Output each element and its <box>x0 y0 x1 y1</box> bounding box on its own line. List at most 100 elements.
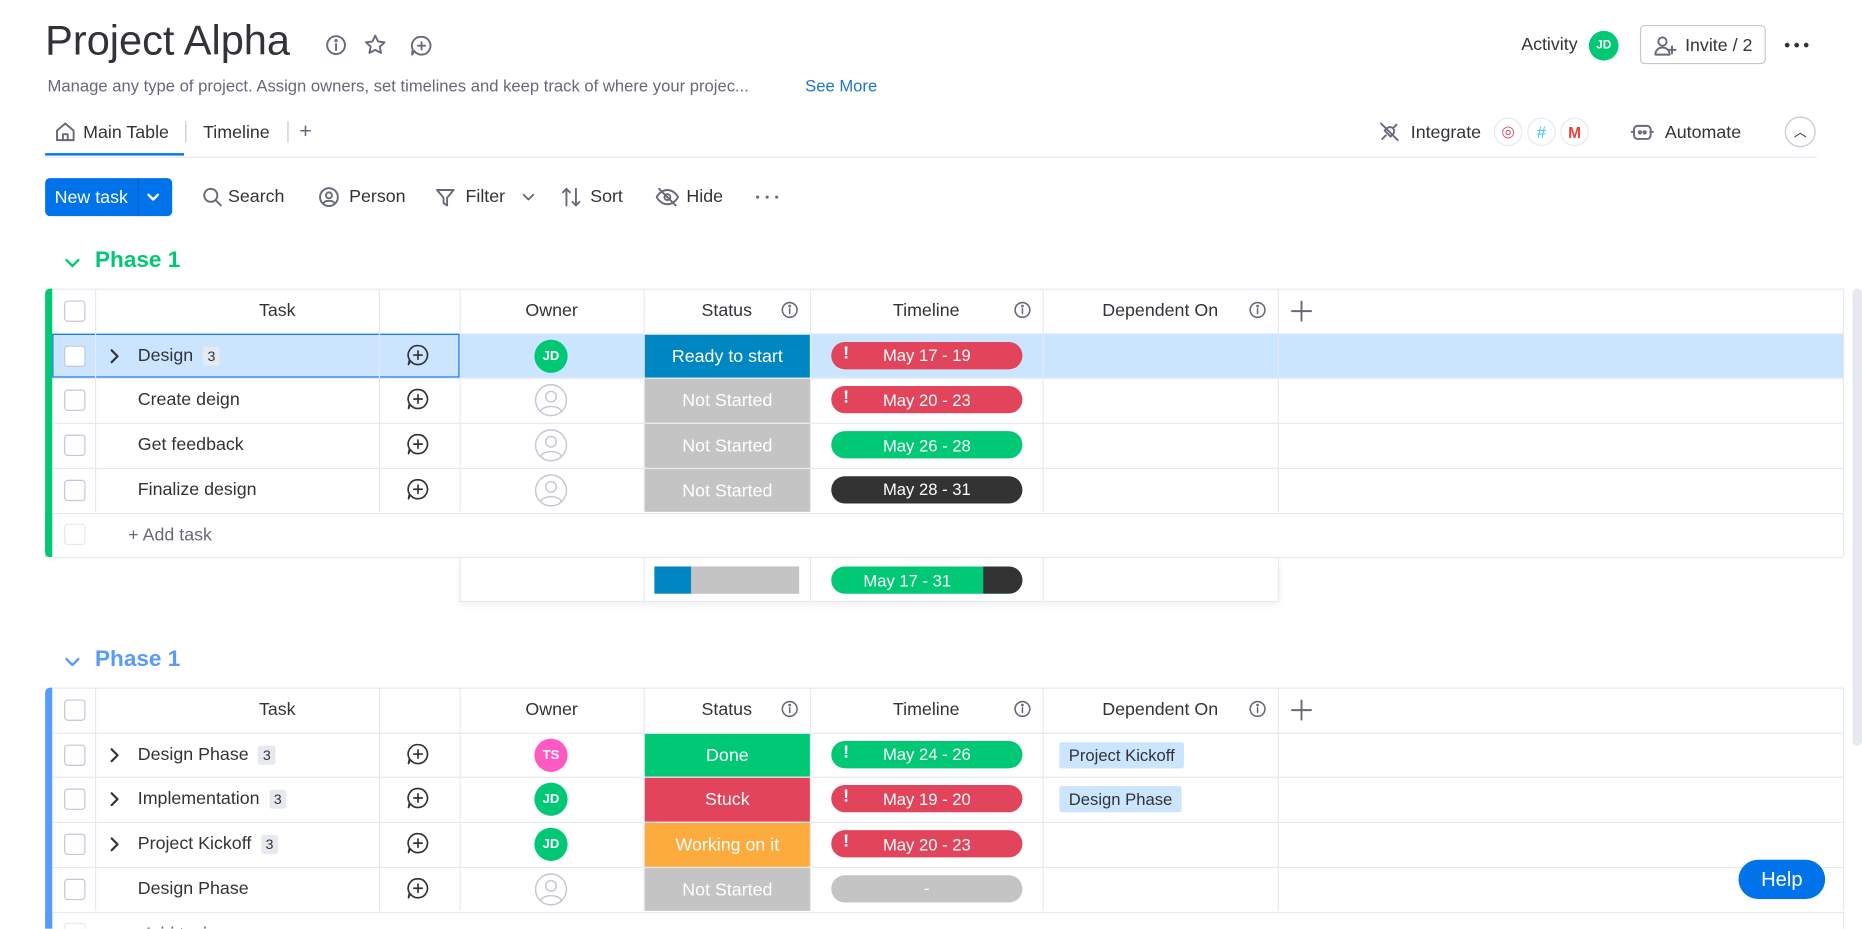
add-view[interactable]: + <box>299 118 312 143</box>
status-cell[interactable]: Not Started <box>644 379 810 423</box>
status-cell[interactable]: Stuck <box>644 778 810 822</box>
timeline-pill[interactable]: May 24 - 26 <box>831 740 1023 768</box>
column-border <box>459 821 461 867</box>
timeline-pill[interactable]: May 20 - 23 <box>831 386 1023 414</box>
row-checkbox[interactable] <box>64 878 86 900</box>
row-checkbox[interactable] <box>64 788 86 811</box>
row-checkbox[interactable] <box>64 524 86 546</box>
task-name[interactable]: Get feedback <box>137 434 244 455</box>
new-task-button[interactable]: New task <box>45 178 173 217</box>
expand-subitems[interactable] <box>103 743 127 767</box>
toolbar-button[interactable]: Sort <box>590 186 623 207</box>
add-task[interactable]: + Add task <box>128 923 212 928</box>
tab-timeline[interactable]: Timeline <box>203 122 270 143</box>
info-icon[interactable] <box>325 34 346 55</box>
status-cell[interactable]: Working on it <box>644 823 810 867</box>
row-checkbox[interactable] <box>64 434 86 456</box>
column-border <box>643 821 645 867</box>
task-name[interactable]: Finalize design <box>137 479 257 500</box>
column-border <box>95 687 97 733</box>
timeline-pill[interactable]: May 28 - 31 <box>831 475 1023 504</box>
column-border <box>95 732 97 778</box>
group-title[interactable]: Phase 1 <box>95 248 181 274</box>
row-checkbox[interactable] <box>64 833 86 855</box>
status-cell[interactable]: Done <box>644 733 810 778</box>
status-cell[interactable]: Not Started <box>644 468 810 513</box>
row-checkbox[interactable] <box>64 389 86 412</box>
timeline-pill[interactable]: May 17 - 19 <box>831 341 1023 369</box>
add-update[interactable] <box>406 831 430 855</box>
group-collapse[interactable] <box>61 251 85 275</box>
group-collapse[interactable] <box>61 650 85 674</box>
owner-empty[interactable] <box>534 474 568 507</box>
add-update[interactable] <box>406 742 430 766</box>
column-border <box>1042 467 1044 513</box>
column-border <box>95 422 97 468</box>
task-name[interactable]: Project Kickoff <box>137 833 252 854</box>
group-title[interactable]: Phase 1 <box>95 647 181 673</box>
add-update[interactable] <box>406 787 430 811</box>
add-update[interactable] <box>406 388 430 412</box>
status-cell[interactable]: Not Started <box>644 424 810 468</box>
status-cell[interactable]: Not Started <box>644 867 810 912</box>
status-cell[interactable]: Ready to start <box>644 334 810 379</box>
toolbar-button[interactable]: Person <box>349 186 406 207</box>
row-checkbox[interactable] <box>64 479 86 501</box>
group-color-bar <box>45 288 53 558</box>
owner-empty[interactable] <box>534 384 568 417</box>
expand-subitems[interactable] <box>103 833 127 857</box>
filter-dropdown[interactable] <box>520 189 537 206</box>
toolbar-button[interactable]: Hide <box>686 186 724 207</box>
task-name[interactable]: Implementation <box>137 788 260 810</box>
dependency-tag[interactable]: Project Kickoff <box>1059 741 1185 768</box>
timeline-pill[interactable]: May 19 - 20 <box>831 785 1023 813</box>
add-update[interactable] <box>406 343 430 367</box>
new-task-dropdown[interactable] <box>144 188 163 207</box>
add-update[interactable] <box>406 876 430 900</box>
integrate-button[interactable]: Integrate <box>1410 122 1482 143</box>
owner-avatar[interactable]: JD <box>534 827 568 862</box>
timeline-pill[interactable]: May 20 - 23 <box>831 830 1023 858</box>
star-icon[interactable] <box>363 33 387 57</box>
new-task-label: New task <box>54 187 128 208</box>
invite-button[interactable]: Invite / 2 <box>1639 24 1766 65</box>
add-column[interactable] <box>1290 299 1314 323</box>
owner-avatar[interactable]: JD <box>534 783 568 817</box>
group-color-bar <box>45 687 53 929</box>
see-more-link[interactable]: See More <box>805 76 878 95</box>
automate-button[interactable]: Automate <box>1664 122 1742 143</box>
collapse-header[interactable]: ︿ <box>1784 116 1816 148</box>
timeline-summary: May 17 - 31 <box>831 566 1023 594</box>
column-border <box>809 422 812 468</box>
owner-avatar[interactable]: JD <box>534 339 568 373</box>
task-name[interactable]: Design <box>137 345 194 366</box>
add-update[interactable] <box>406 477 430 501</box>
toolbar-more[interactable] <box>753 186 782 207</box>
row-checkbox[interactable] <box>64 345 86 367</box>
dependency-tag[interactable]: Design Phase <box>1059 786 1182 813</box>
row-checkbox[interactable] <box>64 300 86 322</box>
row-checkbox[interactable] <box>64 699 86 721</box>
owner-avatar[interactable]: TS <box>534 738 568 772</box>
row-checkbox[interactable] <box>64 923 86 929</box>
help-button[interactable]: Help <box>1738 859 1826 899</box>
add-task[interactable]: + Add task <box>128 524 212 545</box>
task-name[interactable]: Design Phase <box>137 744 249 765</box>
row-checkbox[interactable] <box>64 744 86 766</box>
task-name[interactable]: Create deign <box>137 389 240 411</box>
add-update[interactable] <box>406 432 430 456</box>
task-name[interactable]: Design Phase <box>137 878 249 899</box>
updates-icon[interactable] <box>410 34 434 58</box>
tab-main-table[interactable]: Main Table <box>83 122 169 143</box>
owner-empty[interactable] <box>534 429 568 462</box>
timeline-pill[interactable]: May 26 - 28 <box>831 431 1023 459</box>
owner-empty[interactable] <box>534 873 568 906</box>
add-column[interactable] <box>1290 698 1314 722</box>
activity-button[interactable]: Activity <box>1521 34 1578 55</box>
toolbar-button[interactable]: Filter <box>465 186 506 207</box>
toolbar-button[interactable]: Search <box>228 186 285 207</box>
expand-subitems[interactable] <box>103 344 127 368</box>
expand-subitems[interactable] <box>103 788 127 812</box>
timeline-pill[interactable]: - <box>831 874 1023 903</box>
more-menu[interactable] <box>1781 34 1812 55</box>
